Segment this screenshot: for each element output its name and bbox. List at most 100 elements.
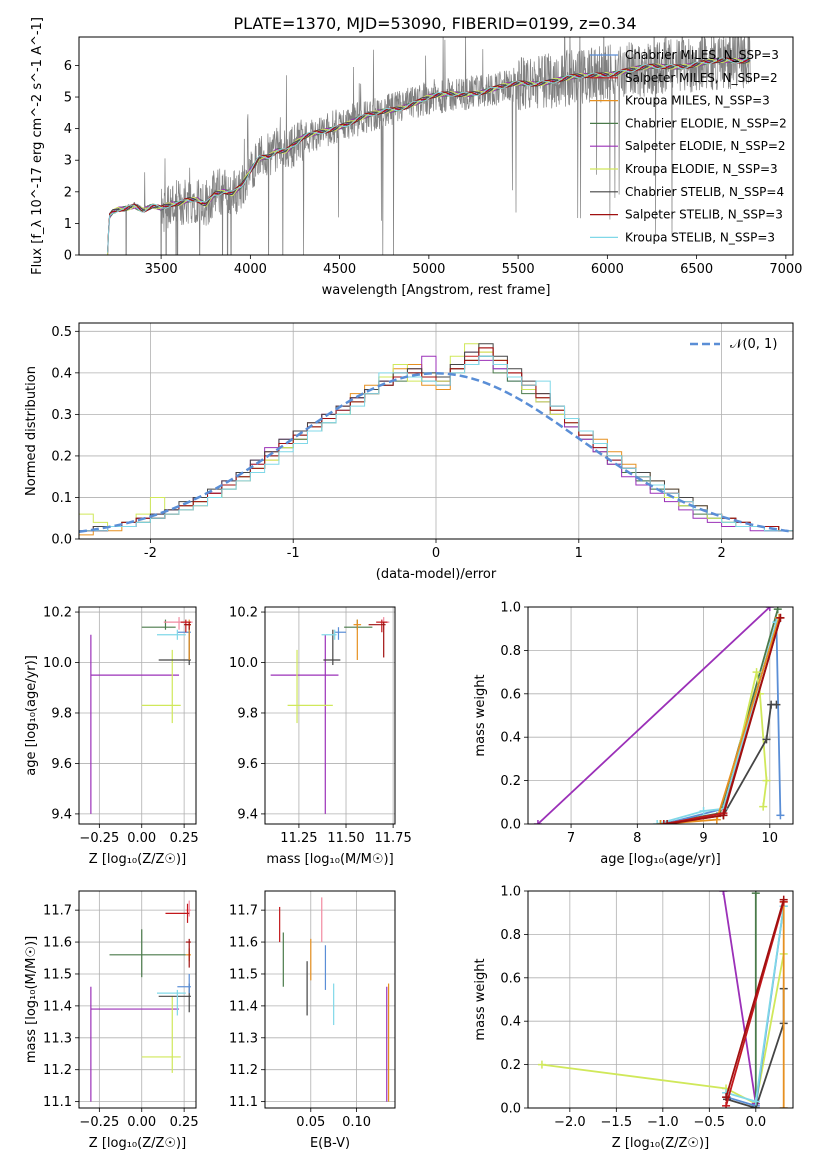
data-point xyxy=(109,929,186,978)
y-tick-label: 4 xyxy=(64,122,72,137)
axes-frame xyxy=(78,322,794,540)
y-tick-label: 9.6 xyxy=(51,757,72,772)
plus-marker xyxy=(776,811,785,820)
x-tick-label: −1.5 xyxy=(601,1115,633,1130)
data-point xyxy=(163,617,193,630)
plus-marker xyxy=(533,820,542,824)
x-axis-label: wavelength [Angstrom, rest frame] xyxy=(322,283,551,298)
weight-line xyxy=(537,607,771,824)
data-point xyxy=(158,983,191,1013)
x-axis-label: age [log₁₀(age/yr)] xyxy=(600,852,721,867)
y-tick-label: 10.2 xyxy=(43,606,72,621)
y-tick-label: 11.6 xyxy=(229,936,258,951)
y-tick-label: 1 xyxy=(64,217,72,232)
plus-marker xyxy=(722,1101,731,1108)
x-tick-label: 4000 xyxy=(234,262,267,277)
weight_vs_age-plot-area xyxy=(533,607,785,824)
data-point xyxy=(334,627,347,640)
y-tick-label: 0.3 xyxy=(51,408,72,423)
axes-frame xyxy=(527,890,794,1109)
y-tick-label: 11.2 xyxy=(43,1063,72,1078)
y-tick-label: 0.2 xyxy=(500,1058,521,1073)
plus-marker xyxy=(772,700,781,709)
weight-line xyxy=(656,621,778,824)
data-point xyxy=(141,619,176,630)
axes-frame xyxy=(78,36,794,256)
plus-marker xyxy=(762,776,771,785)
data-point xyxy=(90,986,180,1102)
plus-marker xyxy=(722,1093,731,1102)
x-tick-label: 5500 xyxy=(502,262,535,277)
y-tick-label: 5 xyxy=(64,91,72,106)
y-tick-label: 0.1 xyxy=(51,491,72,506)
y-tick-label: 11.1 xyxy=(43,1095,72,1110)
plus-marker xyxy=(759,802,768,811)
weight_vs_Z-plot-area xyxy=(537,891,788,1108)
x-tick-label: 0.00 xyxy=(127,831,156,846)
legend: Chabrier MILES, N_SSP=3 Salpeter MILES, N… xyxy=(590,48,787,244)
y-tick-label: 11.7 xyxy=(229,904,258,919)
age_vs_mass-chart: 11.25 11.50 11.75 9.4 9.6 9.8 10.0 10.2 mass [lo… xyxy=(229,606,412,867)
x-axis-label: (data-model)/error xyxy=(376,567,497,582)
x-axis-label: E(B-V) xyxy=(310,1136,350,1151)
y-tick-label: 11.2 xyxy=(229,1063,258,1078)
weight-line xyxy=(541,953,785,1106)
plus-marker xyxy=(653,820,662,824)
data-point xyxy=(141,996,181,1073)
legend-label: Chabrier MILES, N_SSP=3 xyxy=(625,48,779,62)
mass_vs_Z-plot-area xyxy=(90,900,191,1102)
model-line xyxy=(107,57,751,253)
mass_vs_EBV-chart: 0.05 0.10 11.1 11.2 11.3 11.4 11.5 11.6 11.7 E(B-… xyxy=(229,890,396,1151)
y-tick-label: 0.4 xyxy=(500,1015,521,1030)
x-tick-label: 1 xyxy=(575,546,583,561)
residuals-chart: -2 -1 0 1 2 0.0 0.1 0.2 0.3 0.4 0.5 (data-model)/er… xyxy=(24,322,794,582)
x-tick-label: 8 xyxy=(633,831,641,846)
data-point xyxy=(177,973,191,994)
legend-label: Kroupa STELIB, N_SSP=3 xyxy=(625,230,775,244)
weight-line xyxy=(725,901,785,1107)
plus-marker xyxy=(659,820,668,824)
x-tick-label: −1.0 xyxy=(647,1115,679,1130)
y-tick-label: 0 xyxy=(64,249,72,264)
plus-marker xyxy=(765,607,774,611)
x-tick-label: 0.00 xyxy=(127,1115,156,1130)
axes-frame xyxy=(264,606,396,825)
y-tick-label: 11.5 xyxy=(229,967,258,982)
plus-marker xyxy=(663,820,672,824)
data-point xyxy=(321,629,337,640)
x-axis-label: Z [log₁₀(Z/Z☉)] xyxy=(89,1136,186,1151)
y-tick-label: 10.0 xyxy=(229,656,258,671)
y-tick-label: 9.4 xyxy=(51,807,72,822)
y-tick-label: 0.5 xyxy=(51,325,72,340)
x-tick-label: 6000 xyxy=(591,262,624,277)
data-point xyxy=(270,634,339,814)
plus-marker xyxy=(762,735,771,744)
y-tick-label: 11.6 xyxy=(43,936,72,951)
x-tick-label: −0.5 xyxy=(694,1115,726,1130)
data-point xyxy=(185,900,191,917)
plus-marker xyxy=(751,891,760,898)
y-tick-label: 9.8 xyxy=(51,706,72,721)
x-tick-label: 10 xyxy=(762,831,779,846)
x-tick-label: 11.50 xyxy=(327,831,364,846)
x-tick-label: 7 xyxy=(567,831,575,846)
y-tick-label: 0.8 xyxy=(500,644,521,659)
data-point xyxy=(353,619,362,660)
age_vs_Z-chart: −0.25 0.00 0.25 9.4 9.6 9.8 10.0 10.2 Z [log₁₀(Z… xyxy=(24,606,199,867)
mass_vs_Z-chart: −0.25 0.00 0.25 11.1 11.2 11.3 11.4 11.5 11.6 11.… xyxy=(24,890,199,1151)
legend-label: Salpeter ELODIE, N_SSP=2 xyxy=(625,139,786,153)
plus-marker xyxy=(537,1060,546,1069)
y-tick-label: 3 xyxy=(64,154,72,169)
x-axis-label: mass [log₁₀(M/M☉)] xyxy=(266,852,393,867)
gaussian-curve xyxy=(79,372,793,533)
y-tick-label: 2 xyxy=(64,185,72,200)
plus-marker xyxy=(779,895,788,904)
x-tick-label: 0.25 xyxy=(170,1115,199,1130)
axes-frame xyxy=(78,890,197,1109)
weight-line xyxy=(725,899,785,1098)
plus-marker xyxy=(719,811,728,820)
x-tick-label: 11.25 xyxy=(280,831,317,846)
y-tick-label: 11.3 xyxy=(43,1031,72,1046)
axes-frame xyxy=(78,606,197,825)
